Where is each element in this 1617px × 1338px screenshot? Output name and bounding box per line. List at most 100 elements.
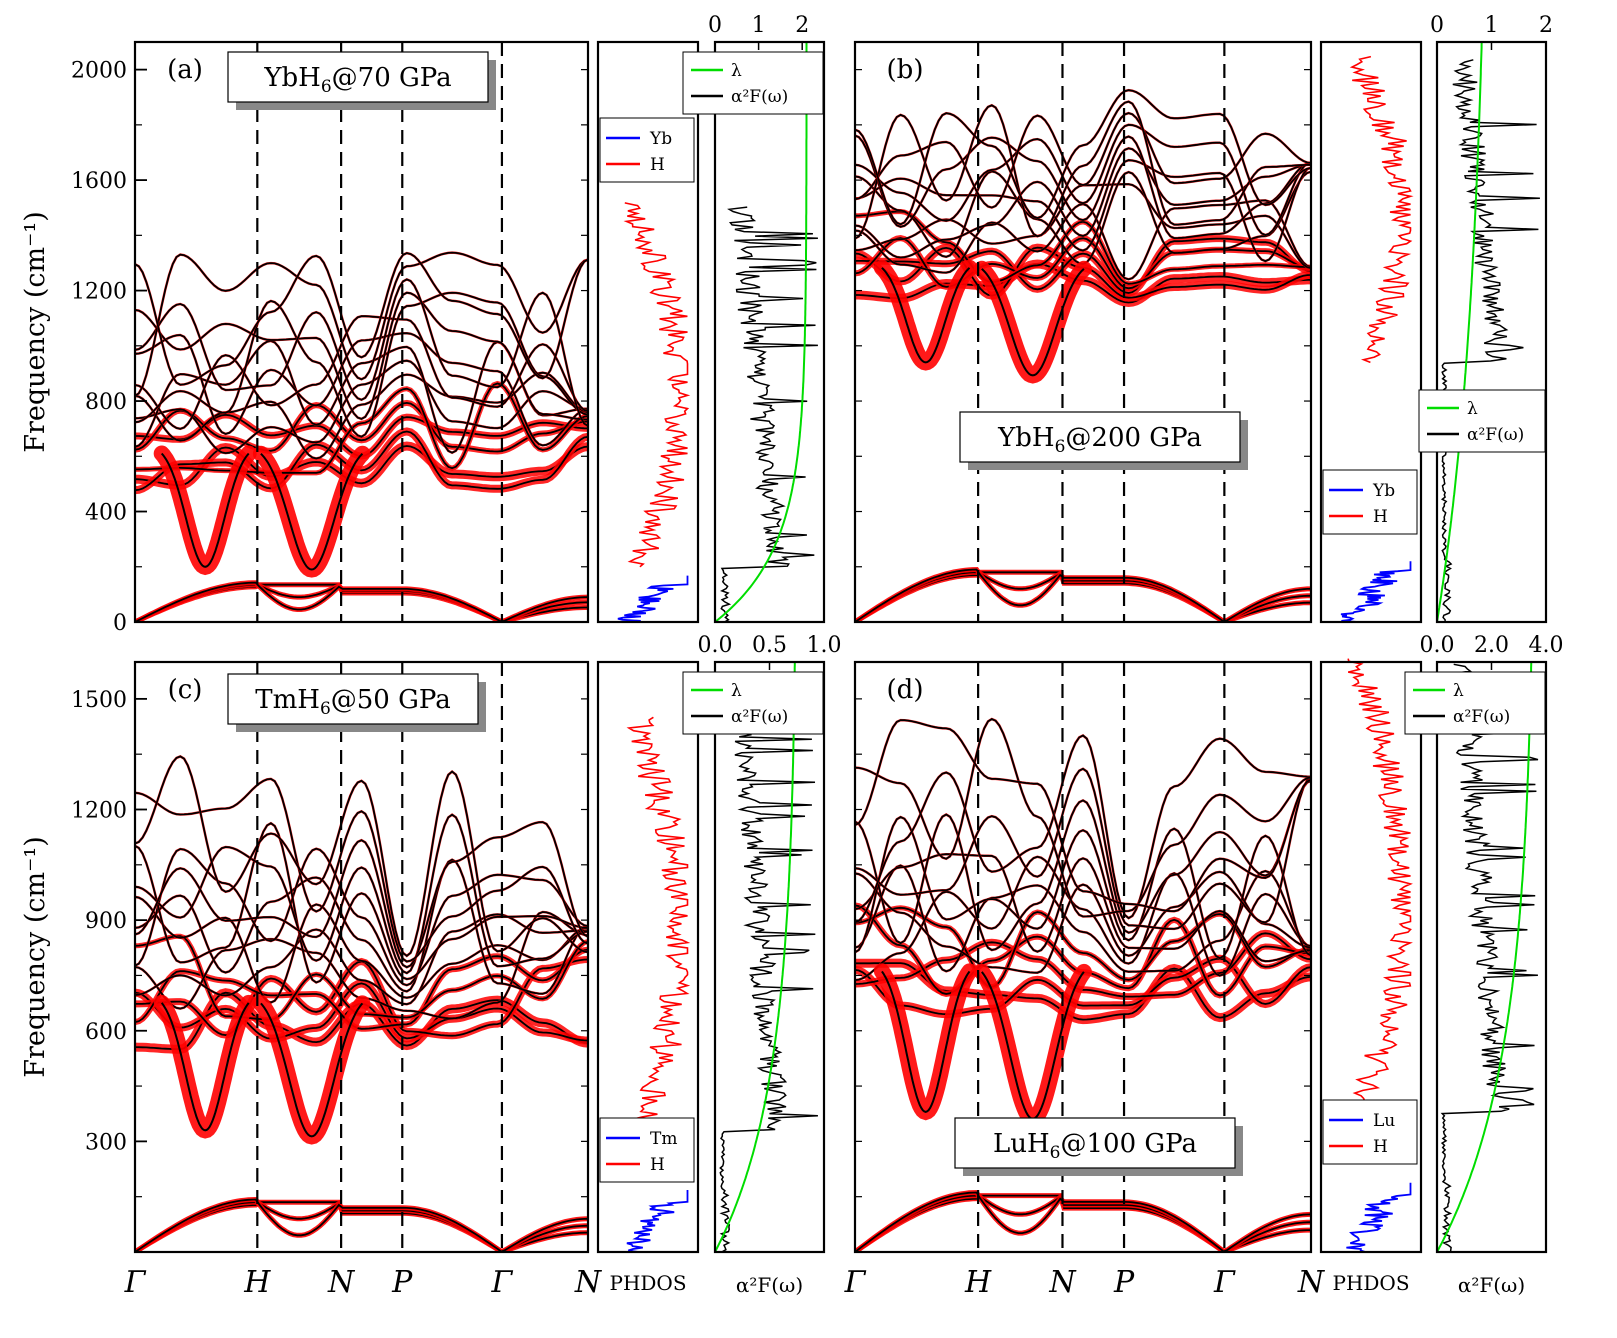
legend-a2f-label: α²F(ω) xyxy=(731,707,788,727)
lambda-curve xyxy=(1436,661,1533,1253)
band-frame xyxy=(853,40,1313,624)
high-symmetry-label: Γ xyxy=(491,1265,514,1300)
optic-fatband xyxy=(855,767,1311,931)
optic-branch xyxy=(135,913,588,1006)
title-subscript: 6 xyxy=(1055,437,1066,457)
title-rest: @100 GPa xyxy=(1061,1129,1198,1159)
eliashberg-frame xyxy=(713,40,826,624)
title-base: LuH xyxy=(993,1129,1050,1159)
y-axis-label: Frequency (cm⁻¹) xyxy=(20,836,51,1077)
band-frame xyxy=(133,40,590,624)
legend-h-label: H xyxy=(1373,1137,1388,1157)
panel-a: 0 400 800 1200 1600 2000 Frequency (cm⁻¹) (a) Yb… xyxy=(20,13,826,636)
y-tick-label: 900 xyxy=(85,909,127,934)
soft-mode-branch xyxy=(160,1002,250,1132)
title-base: TmH xyxy=(255,685,320,715)
y-tick-label: 1200 xyxy=(71,799,127,824)
optic-branch xyxy=(855,89,1311,226)
y-tick-label: 1500 xyxy=(71,688,127,713)
optic-branch xyxy=(855,237,1311,290)
optic-fatband xyxy=(135,755,588,958)
y-tick-label: 800 xyxy=(85,390,127,415)
lambda-tick-label: 0.0 xyxy=(1420,633,1455,658)
optic-branch xyxy=(135,251,588,397)
optic-branch xyxy=(855,147,1311,259)
title-box xyxy=(227,673,479,725)
optic-branch xyxy=(855,780,1311,951)
y-tick-label: 600 xyxy=(85,1020,127,1045)
optic-branch xyxy=(855,100,1311,240)
lambda-tick-label: 2.0 xyxy=(1474,633,1509,658)
title-base: YbH xyxy=(263,63,320,93)
panel-d: Γ H N P Γ N (d) LuH6@100 GPa Lu H 0.0 2.0 4.0 λ α²F(ω)… xyxy=(844,633,1564,1300)
acoustic-branch xyxy=(855,568,1311,622)
lambda-tick-label: 0 xyxy=(708,13,722,38)
legend-lambda-label: λ xyxy=(1467,399,1478,419)
eliashberg-panel: 0.0 2.0 4.0 λ α²F(ω) xyxy=(1404,633,1564,1254)
optic-branch xyxy=(855,719,1311,913)
legend-a2f-label: α²F(ω) xyxy=(731,87,788,107)
soft-mode-branch xyxy=(981,268,1085,377)
legend-h-label: H xyxy=(650,155,665,175)
y-tick-label: 1600 xyxy=(71,169,127,194)
legend-lambda-label: λ xyxy=(1453,681,1464,701)
soft-mode-branch xyxy=(160,452,250,568)
y-axis-label: Frequency (cm⁻¹) xyxy=(20,211,51,452)
title-subscript: 6 xyxy=(321,77,332,97)
title-rest: @200 GPa xyxy=(1065,423,1202,453)
eliash-bottom-label: α²F(ω) xyxy=(1458,1273,1525,1297)
optic-branch xyxy=(135,359,588,455)
metal-dos-curve xyxy=(626,1190,689,1253)
band-structure xyxy=(135,755,588,1252)
lambda-tick-label: 0.0 xyxy=(698,633,733,658)
y-tick-label: 1200 xyxy=(71,280,127,305)
title-subscript: 6 xyxy=(320,699,331,719)
y-tick-label: 400 xyxy=(85,501,127,526)
optic-branch xyxy=(855,957,1311,1016)
lambda-curve xyxy=(1436,41,1483,623)
phdos-legend-box xyxy=(1322,1099,1418,1165)
y-tick-label: 300 xyxy=(85,1130,127,1155)
title-base: YbH xyxy=(997,423,1054,453)
panel-letter: (d) xyxy=(887,675,924,705)
title-subscript: 6 xyxy=(1050,1143,1061,1163)
soft-mode-branch xyxy=(260,1002,364,1138)
title-box xyxy=(227,51,489,103)
optic-branch xyxy=(135,948,588,1030)
legend-metal-label: Yb xyxy=(1372,481,1395,501)
acoustic-branch xyxy=(855,1191,1311,1252)
h-dos-curve xyxy=(623,202,691,568)
optic-branch xyxy=(855,932,1311,998)
h-dos-curve xyxy=(1347,658,1413,1113)
optic-branch xyxy=(855,815,1311,960)
optic-branch xyxy=(135,822,588,984)
h-dos-curve xyxy=(626,716,691,1132)
eliash-legend-box xyxy=(682,51,824,115)
lambda-tick-label: 2 xyxy=(1539,13,1553,38)
phdos-legend-box xyxy=(599,1117,695,1183)
panel-title: LuH6@100 GPa xyxy=(993,1129,1197,1163)
phdos-frame xyxy=(1319,660,1423,1254)
phdos-bottom-label: PHDOS xyxy=(609,1271,686,1295)
eliashberg-frame xyxy=(1435,40,1548,624)
soft-mode-fatband xyxy=(873,259,978,371)
legend-a2f-label: α²F(ω) xyxy=(1467,425,1524,445)
title-rest: @70 GPa xyxy=(332,63,452,93)
soft-mode-branch xyxy=(881,267,971,364)
high-symmetry-label: N xyxy=(1297,1265,1326,1300)
high-symmetry-label: N xyxy=(574,1265,603,1300)
eliash-bottom-label: α²F(ω) xyxy=(736,1273,803,1297)
optic-branch xyxy=(135,291,588,438)
high-symmetry-label: Γ xyxy=(124,1265,147,1300)
lambda-tick-label: 0 xyxy=(1430,13,1444,38)
phdos-legend-box xyxy=(599,117,695,183)
phdos-legend-box xyxy=(1322,469,1418,535)
y-tick-label: 2000 xyxy=(71,59,127,84)
eliash-legend-box xyxy=(1418,389,1546,453)
soft-mode-branch xyxy=(260,453,364,571)
legend-lambda-label: λ xyxy=(731,681,742,701)
optic-branch xyxy=(135,445,588,487)
optic-branch xyxy=(135,821,588,969)
optic-fatband xyxy=(855,158,1311,263)
